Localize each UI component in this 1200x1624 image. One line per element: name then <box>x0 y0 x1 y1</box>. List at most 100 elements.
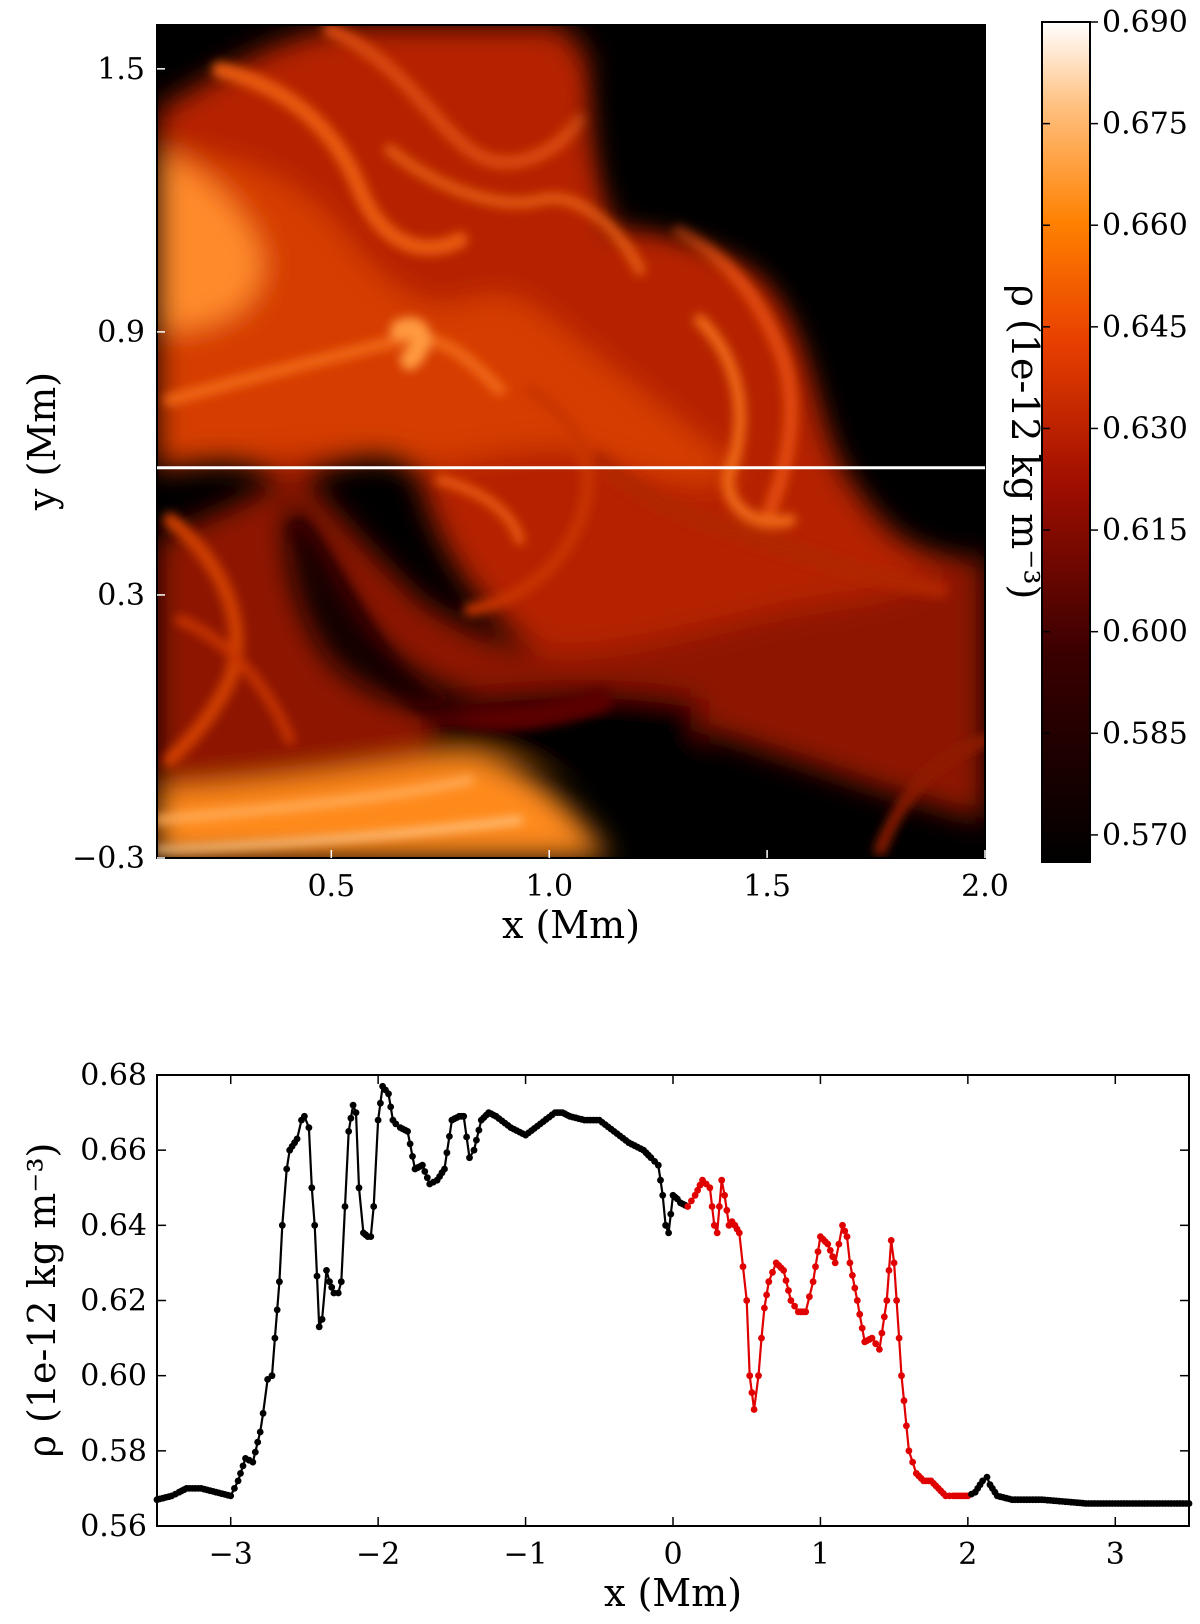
heatmap-frame <box>156 24 986 859</box>
highlight-data-point <box>856 1310 864 1318</box>
data-point <box>268 1372 276 1380</box>
line-x-tick-label: 3 <box>1106 1537 1125 1572</box>
highlight-data-point <box>829 1253 837 1261</box>
highlight-data-point <box>826 1247 834 1254</box>
highlight-data-point <box>876 1346 883 1353</box>
data-point <box>313 1272 321 1280</box>
highlight-data-point <box>893 1297 900 1304</box>
heatmap-y-axis-label: y (Mm) <box>20 372 64 511</box>
line-y-tick-label: 0.58 <box>80 1434 147 1469</box>
highlight-data-point <box>787 1297 795 1304</box>
highlight-data-point <box>718 1176 726 1184</box>
highlight-data-point <box>900 1397 908 1405</box>
data-point <box>475 1126 483 1134</box>
highlight-data-point <box>763 1291 770 1299</box>
colorbar-tick-label: 0.615 <box>1102 513 1188 548</box>
data-point <box>254 1438 262 1446</box>
data-point <box>337 1278 345 1286</box>
data-point <box>377 1099 384 1107</box>
data-point <box>256 1428 264 1436</box>
data-point <box>234 1477 242 1485</box>
colorbar-tick-label: 0.660 <box>1102 208 1188 243</box>
data-point <box>446 1133 453 1140</box>
data-point <box>441 1165 448 1173</box>
highlight-data-point <box>750 1406 758 1413</box>
colorbar-label: ρ (1e-12 kg m⁻³) <box>1003 285 1047 600</box>
highlight-data-point <box>710 1221 718 1229</box>
heatmap-panel: 0.5 1.0 1.5 2.0 −0.3 0.3 0.9 1.5 x (Mm) y (Mm) <box>20 24 1009 947</box>
colorbar: 0.570 0.585 0.600 0.615 0.630 0.645 0.660 0.675… <box>1003 5 1188 863</box>
data-point <box>227 1492 235 1500</box>
highlight-data-point <box>785 1287 792 1294</box>
heatmap-y-tick-label: 0.3 <box>97 578 145 613</box>
data-point <box>305 1124 313 1131</box>
data-point <box>311 1221 319 1229</box>
data-point <box>659 1191 667 1199</box>
data-point <box>349 1101 357 1109</box>
line-y-tick-label: 0.60 <box>80 1359 147 1394</box>
highlight-data-point <box>684 1203 692 1210</box>
data-point <box>271 1334 279 1342</box>
highlight-data-point <box>812 1263 819 1271</box>
data-point <box>341 1203 349 1210</box>
data-point <box>460 1112 468 1120</box>
colorbar-frame <box>1041 21 1091 863</box>
data-point <box>239 1462 247 1470</box>
highlight-data-point <box>688 1197 695 1205</box>
highlight-data-point <box>809 1278 817 1286</box>
data-point <box>328 1283 336 1291</box>
highlight-data-point <box>841 1227 849 1235</box>
main-series-line <box>156 1085 689 1501</box>
data-point <box>409 1153 416 1160</box>
highlight-data-point <box>851 1284 859 1292</box>
line-x-ticks: −3 −2 −1 0 1 2 3 <box>209 1075 1125 1572</box>
data-point <box>352 1109 360 1116</box>
heatmap-y-tick-label: −0.3 <box>72 841 145 876</box>
heatmap-x-tick-label: 1.5 <box>743 869 791 904</box>
line-y-tick-label: 0.62 <box>80 1284 147 1319</box>
heatmap-y-tick-label: 1.5 <box>97 52 145 87</box>
data-point <box>983 1473 991 1481</box>
data-point <box>347 1114 355 1122</box>
heatmap-x-tick-label: 0.5 <box>307 869 355 904</box>
highlight-data-point <box>755 1372 762 1380</box>
highlight-data-point <box>765 1278 773 1286</box>
highlight-data-point <box>780 1267 787 1274</box>
highlight-data-point <box>858 1324 866 1332</box>
data-point <box>276 1278 283 1286</box>
highlight-data-point <box>694 1186 701 1194</box>
line-x-tick-label: 0 <box>663 1537 682 1572</box>
highlight-data-point <box>814 1248 822 1255</box>
colorbar-tick-label: 0.690 <box>1102 5 1188 40</box>
highlight-data-point <box>735 1229 743 1237</box>
line-x-tick-label: −3 <box>209 1537 253 1572</box>
highlight-data-point <box>723 1206 731 1214</box>
data-point <box>301 1112 308 1120</box>
line-x-tick-label: −1 <box>503 1537 547 1572</box>
highlight-data-point <box>713 1229 721 1237</box>
data-point <box>323 1267 330 1274</box>
data-point <box>406 1140 414 1148</box>
line-y-ticks: 0.56 0.58 0.60 0.62 0.64 0.66 0.68 <box>80 1058 1189 1544</box>
highlight-data-point <box>868 1334 876 1342</box>
line-x-tick-label: 1 <box>811 1537 830 1572</box>
line-series <box>153 1082 1193 1507</box>
highlight-data-point <box>849 1272 856 1279</box>
data-point <box>657 1176 664 1184</box>
data-point <box>392 1120 400 1128</box>
data-point <box>355 1184 363 1192</box>
data-point <box>251 1448 259 1456</box>
highlight-data-point <box>824 1240 832 1248</box>
highlight-data-point <box>761 1304 768 1312</box>
data-point <box>667 1210 675 1218</box>
highlight-data-point <box>716 1203 723 1210</box>
data-point <box>387 1103 395 1111</box>
colorbar-tick-label: 0.645 <box>1102 310 1188 345</box>
data-point <box>367 1233 375 1240</box>
highlight-data-point <box>846 1259 854 1267</box>
highlight-data-point <box>769 1268 776 1276</box>
heatmap-x-axis-label: x (Mm) <box>502 903 640 947</box>
line-y-axis-label: ρ (1e-12 kg m⁻³) <box>20 1143 64 1458</box>
data-point <box>665 1229 672 1237</box>
data-point <box>443 1149 451 1157</box>
